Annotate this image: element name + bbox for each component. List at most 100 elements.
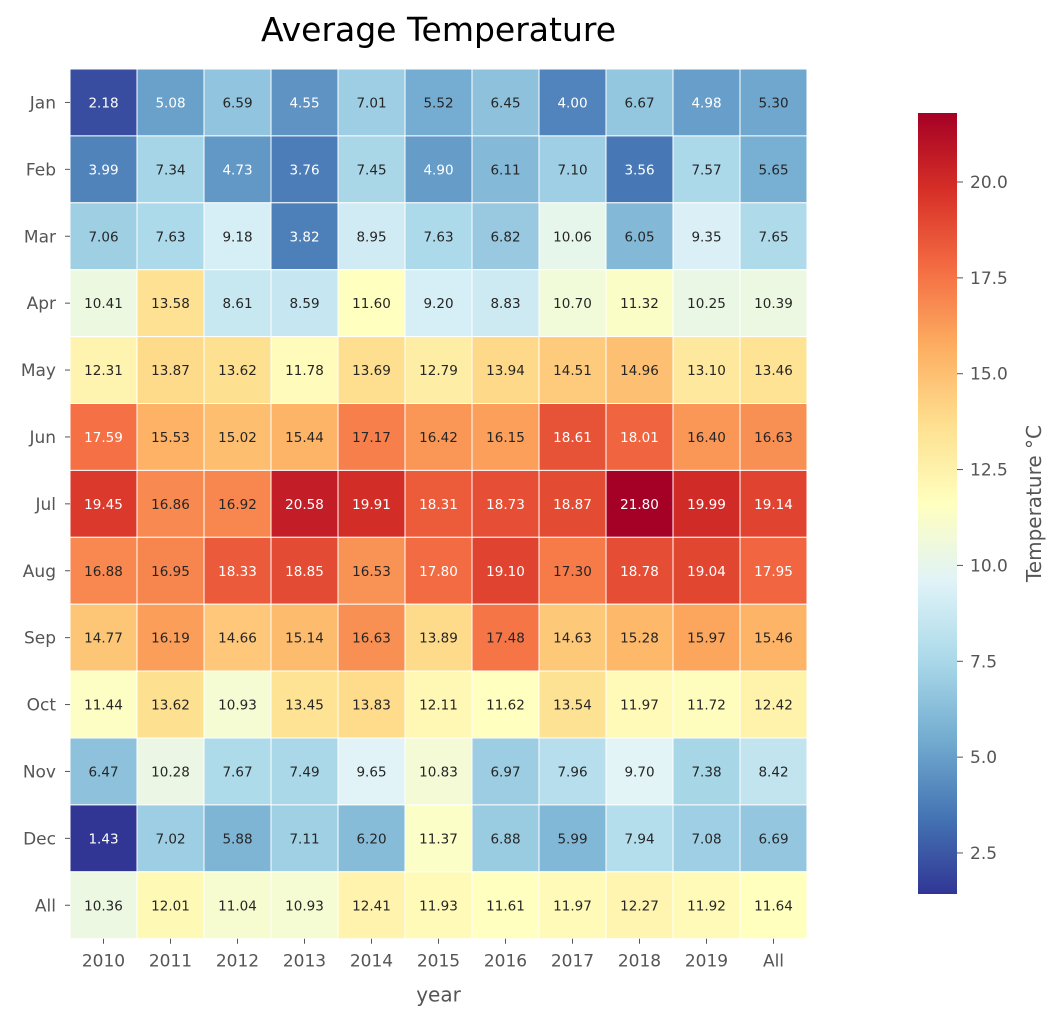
heatmap-cell <box>404 603 473 672</box>
heatmap-cell <box>270 536 339 605</box>
colorbar-tick-label: 5.0 <box>970 748 997 768</box>
cell-value-label: 19.91 <box>352 497 391 513</box>
cell-value-label: 12.11 <box>419 698 458 714</box>
heatmap-cell <box>337 737 406 806</box>
cell-value-label: 16.95 <box>151 564 190 580</box>
heatmap-cell <box>538 536 607 605</box>
colorbar-tick-label: 2.5 <box>970 844 997 864</box>
cell-value-label: 11.32 <box>620 296 659 312</box>
heatmap-cell <box>404 670 473 739</box>
cell-value-label: 17.17 <box>352 430 391 446</box>
cell-value-label: 15.14 <box>285 631 324 647</box>
cell-value-label: 5.08 <box>155 95 185 111</box>
x-tick-label: 2019 <box>685 952 728 972</box>
cell-value-label: 9.65 <box>356 764 386 780</box>
cell-value-label: 19.14 <box>754 497 793 513</box>
cell-value-label: 9.35 <box>691 229 721 245</box>
heatmap-cell <box>270 403 339 471</box>
heatmap-cell <box>605 804 674 873</box>
y-tick-labels: Jan Feb Mar Apr May Jun Jul Aug Sep Oct Nov Dec All <box>21 93 70 916</box>
cell-value-label: 10.41 <box>84 296 123 312</box>
heatmap-cell <box>337 336 406 405</box>
cell-value-label: 6.47 <box>88 764 118 780</box>
heatmap-cell <box>538 68 607 137</box>
heatmap-cell <box>471 536 540 605</box>
cell-value-label: 11.37 <box>419 831 458 847</box>
cell-value-label: 19.04 <box>687 564 726 580</box>
x-tick-label: 2012 <box>216 952 259 972</box>
cell-value-label: 10.83 <box>419 764 458 780</box>
y-tick-label: Jan <box>29 93 56 113</box>
heatmap-cell <box>203 336 272 405</box>
cell-value-label: 16.63 <box>352 631 391 647</box>
cell-value-label: 11.04 <box>218 898 257 914</box>
cell-value-label: 12.42 <box>754 698 793 714</box>
cell-value-label: 21.80 <box>620 497 659 513</box>
heatmap-cells <box>69 68 808 940</box>
cell-value-label: 6.69 <box>758 831 788 847</box>
cell-value-label: 12.31 <box>84 363 123 379</box>
heatmap-cell <box>337 670 406 739</box>
colorbar-tick-label: 7.5 <box>970 652 997 672</box>
heatmap-cell <box>605 135 674 204</box>
cell-value-label: 16.92 <box>218 497 257 513</box>
cell-value-label: 16.19 <box>151 631 190 647</box>
heatmap-cell <box>69 536 138 605</box>
heatmap-cell <box>739 536 808 605</box>
cell-value-label: 8.59 <box>289 296 319 312</box>
cell-value-label: 16.86 <box>151 497 190 513</box>
cell-value-label: 13.94 <box>486 363 525 379</box>
cell-value-label: 13.45 <box>285 698 324 714</box>
cell-value-label: 14.96 <box>620 363 659 379</box>
x-axis-label: year <box>416 983 461 1007</box>
heatmap-cell <box>69 202 138 271</box>
cell-value-label: 16.40 <box>687 430 726 446</box>
heatmap-cell <box>672 536 741 605</box>
cell-value-label: 15.97 <box>687 631 726 647</box>
colorbar-tick-label: 17.5 <box>970 269 1008 289</box>
heatmap-cell <box>203 804 272 873</box>
heatmap-cell <box>672 871 741 940</box>
heatmap-cell <box>605 670 674 739</box>
heatmap-cell <box>471 269 540 338</box>
cell-value-label: 11.78 <box>285 363 324 379</box>
cell-value-label: 15.44 <box>285 430 324 446</box>
heatmap-cell <box>471 603 540 672</box>
cell-value-label: 19.45 <box>84 497 123 513</box>
cell-value-label: 15.02 <box>218 430 257 446</box>
cell-value-label: 7.67 <box>222 764 252 780</box>
cell-value-label: 11.97 <box>620 698 659 714</box>
cell-value-label: 11.60 <box>352 296 391 312</box>
heatmap-cell <box>605 269 674 338</box>
heatmap-cell <box>739 603 808 672</box>
heatmap-cell <box>203 269 272 338</box>
cell-value-label: 1.43 <box>88 831 118 847</box>
heatmap-cell <box>739 804 808 873</box>
colorbar-label: Temperature °C <box>1022 425 1046 583</box>
cell-value-label: 3.56 <box>624 162 654 178</box>
cell-value-label: 7.94 <box>624 831 654 847</box>
heatmap-cell <box>136 871 205 940</box>
cell-value-labels: 2.18 5.08 6.59 4.55 7.01 5.52 6.45 4.00 6.67 4.98… <box>84 95 793 914</box>
cell-value-label: 14.66 <box>218 631 257 647</box>
colorbar-tick-label: 15.0 <box>970 365 1008 385</box>
heatmap-cell <box>69 603 138 672</box>
cell-value-label: 9.70 <box>624 764 654 780</box>
heatmap-cell <box>337 202 406 271</box>
heatmap-cell <box>136 804 205 873</box>
heatmap-cell <box>337 804 406 873</box>
cell-value-label: 15.28 <box>620 631 659 647</box>
cell-value-label: 5.88 <box>222 831 252 847</box>
heatmap-cell <box>739 670 808 739</box>
heatmap-cell <box>337 269 406 338</box>
heatmap-cell <box>538 804 607 873</box>
cell-value-label: 7.11 <box>289 831 319 847</box>
y-tick-label: Apr <box>27 294 56 314</box>
cell-value-label: 11.92 <box>687 898 726 914</box>
y-tick-label: All <box>35 896 56 916</box>
y-tick-label: Mar <box>24 227 56 247</box>
cell-value-label: 7.06 <box>88 229 118 245</box>
heatmap-cell <box>538 670 607 739</box>
x-tick-label: 2015 <box>417 952 460 972</box>
heatmap-cell <box>739 871 808 940</box>
